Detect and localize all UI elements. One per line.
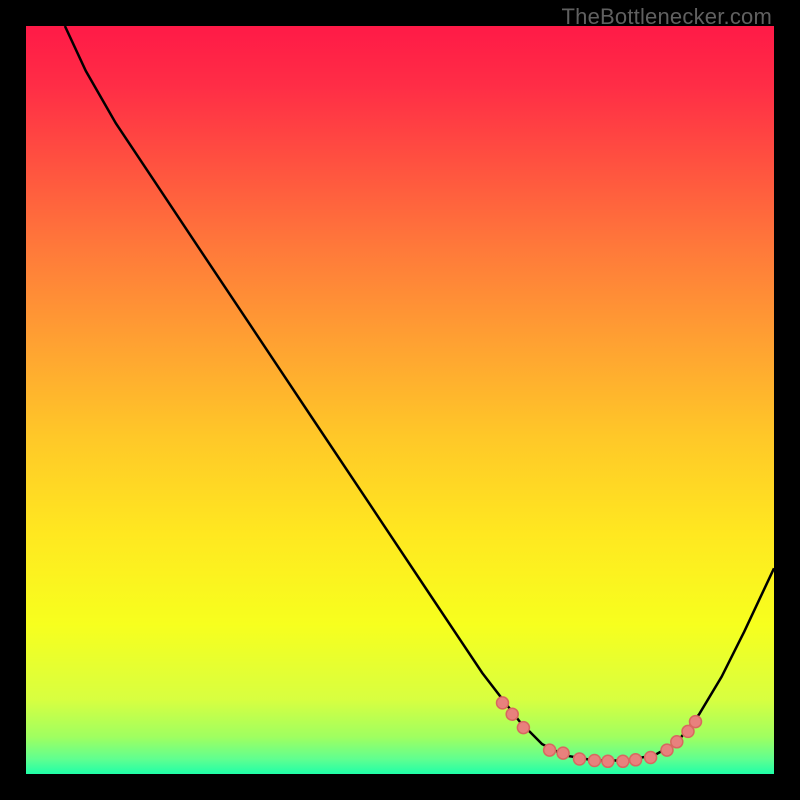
curve-marker [557,747,569,759]
curve-marker [617,755,629,767]
curve-marker [671,736,683,748]
curve-marker [574,753,586,765]
curve-marker [661,744,673,756]
curve-marker [602,755,614,767]
curve-marker [497,697,509,709]
chart-plot-area [26,26,774,774]
curve-marker [506,708,518,720]
curve-marker [517,722,529,734]
curve-markers-group [497,697,702,767]
bottleneck-curve [65,26,774,761]
curve-marker [690,716,702,728]
curve-marker [589,755,601,767]
watermark-text: TheBottleneсker.com [562,4,772,30]
curve-marker [645,752,657,764]
chart-curve-layer [26,26,774,774]
curve-marker [544,744,556,756]
curve-marker [630,754,642,766]
